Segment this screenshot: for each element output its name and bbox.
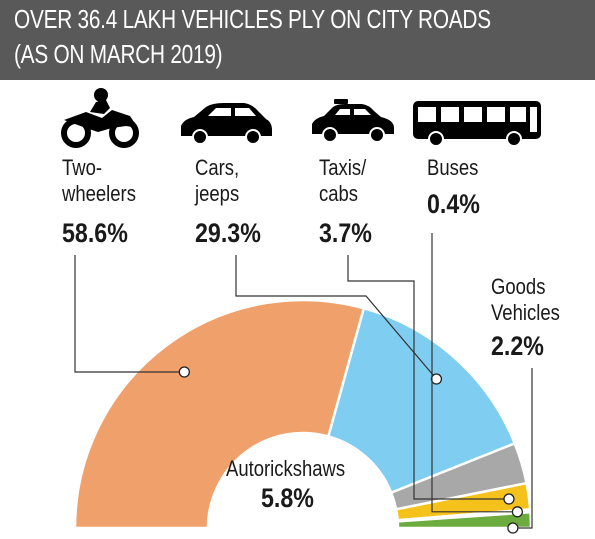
leader-line-1	[235, 255, 437, 380]
label-1-line-1: jeeps	[195, 181, 240, 206]
leader-dot-5	[507, 522, 519, 534]
chart-title-line-1: OVER 36.4 LAKH VEHICLES PLY ON CITY ROAD…	[14, 4, 491, 34]
leader-dot-1	[430, 373, 443, 385]
leader-dot-0	[178, 366, 190, 378]
label-0-line-0: Two-	[62, 155, 103, 180]
taxi-icon	[312, 99, 394, 143]
leader-line-4	[431, 233, 518, 513]
label-1-line-0: Cars,	[195, 155, 240, 180]
value-label-0: 58.6%	[62, 218, 128, 248]
leader-line-3	[347, 255, 509, 500]
value-label-2: 5.8%	[261, 483, 314, 513]
value-label-4: 0.4%	[427, 189, 480, 219]
value-label-1: 29.3%	[195, 218, 261, 248]
value-label-5: 2.2%	[491, 331, 544, 361]
label-5-line-1: Vehicles	[491, 300, 560, 325]
label-3-line-1: cabs	[319, 181, 359, 206]
chart-title-line-2: (AS ON MARCH 2019)	[14, 39, 223, 69]
motorcycle-icon	[61, 88, 139, 148]
car-icon	[181, 103, 272, 145]
label-4-line-0: Buses	[427, 155, 479, 180]
slice-5	[396, 510, 533, 530]
chart-slices	[73, 298, 533, 530]
slice-0	[73, 298, 366, 530]
value-label-3: 3.7%	[319, 218, 372, 248]
leader-dot-4	[511, 506, 524, 518]
leader-line-0	[74, 255, 185, 373]
slice-1	[326, 306, 517, 495]
leader-line-5	[512, 368, 533, 529]
title-banner: OVER 36.4 LAKH VEHICLES PLY ON CITY ROAD…	[0, 0, 595, 80]
bus-icon	[413, 101, 541, 147]
label-2-line-0: Autorickshaws	[226, 456, 346, 481]
leader-dot-3	[503, 493, 515, 505]
label-0-line-1: wheelers	[62, 181, 136, 206]
label-5-line-0: Goods	[491, 274, 546, 299]
label-3-line-0: Taxis/	[319, 155, 367, 180]
leader-lines	[74, 233, 533, 534]
